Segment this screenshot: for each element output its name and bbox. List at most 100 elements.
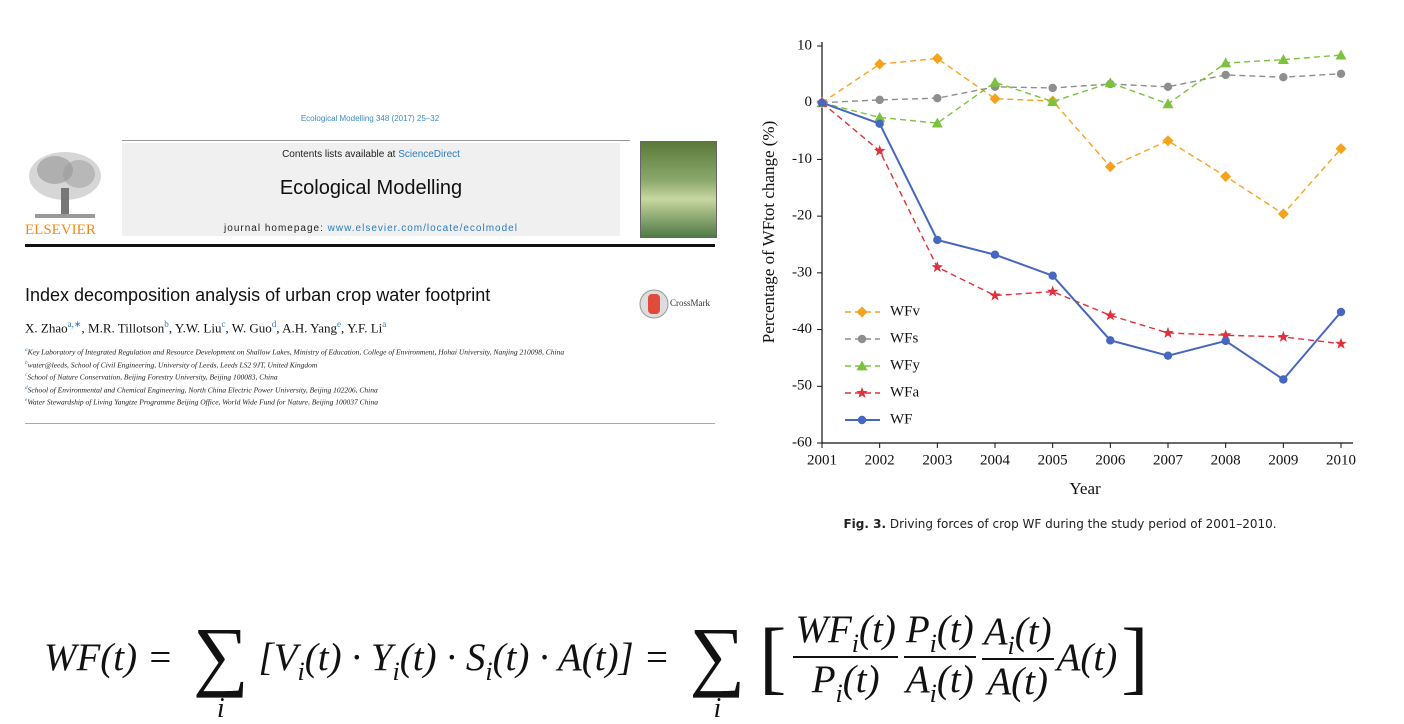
author-name: A.H. Yang [282,320,337,336]
legend-marker [856,360,868,371]
numerator: Ai(t) [981,610,1054,660]
figure-caption: Fig. 3. Driving forces of crop WF during… [740,517,1380,531]
data-point [1163,82,1173,92]
chart: Percentage of WFtot change (%) Year -60 -… [759,37,1356,498]
affiliation-text: School of Nature Conservation, Beijing F… [27,372,278,382]
author-affiliation: a,∗ [67,319,82,329]
data-point [1277,330,1290,342]
data-point [1048,83,1057,93]
x-tick-label: 2010 [1326,452,1356,468]
publisher-logo [29,152,101,218]
journal-cover [640,141,717,238]
publisher: ELSEVIER [25,222,96,238]
formula-tail: A(t) [1056,635,1118,679]
data-point [989,289,1001,301]
data-point [874,111,886,122]
data-point [1162,98,1174,109]
author-name: W. Guo [231,320,272,336]
author-affiliation: b [164,319,169,329]
y-tick-label: 0 [805,94,813,110]
authors: X. Zhaoa,∗, M.R. Tillotsonb, Y.W. Liuc, … [25,319,386,336]
denominator: A(t) [985,660,1050,704]
affiliations: aKey Laboratory of Integrated Regulation… [25,345,625,408]
affiliation-text: Water Stewardship of Living Yangtze Prog… [27,397,378,407]
data-point [874,58,886,70]
data-point [1046,285,1059,297]
y-tick-label: -60 [792,434,812,450]
x-tick-label: 2009 [1268,452,1298,468]
formula-text: WF [795,608,852,651]
author-affiliation: d [271,319,277,329]
open-bracket: [ [759,611,787,702]
subscript: i [392,656,400,686]
data-point [1162,326,1174,338]
x-tick-label: 2007 [1153,452,1184,468]
formula-lhs: WF(t) = [44,635,183,679]
data-point [875,119,884,128]
series-line [821,54,1342,124]
data-point [873,144,886,156]
caption-text: Driving forces of crop WF during the stu… [889,517,1277,531]
fraction: Ai(t) A(t) [981,610,1054,704]
affiliation: eWater Stewardship of Living Yangtze Pro… [25,395,625,408]
series-line [821,102,1342,345]
caption-label: Fig. 3. [843,517,886,531]
affiliation-mark: b [25,359,28,366]
affiliation: bwater@leeds, School of Civil Engineerin… [25,358,625,371]
legend-marker [857,415,867,425]
sum-symbol: ∑ [192,611,249,698]
numerator: WFi(t) [793,608,898,658]
homepage-prefix: journal homepage: [224,223,328,234]
data-point [1104,77,1116,88]
formula-text: (t) [936,608,974,651]
legend-label: WFy [890,357,921,373]
y-axis-label: Percentage of WFtot change (%) [759,121,778,344]
crossmark[interactable]: CrossMark [670,298,710,308]
journal-ref: Ecological Modelling 348 (2017) 25–32 [300,114,440,123]
formula: WF(t) = ∑ i [Vi(t) · Yi(t) · Si(t) · A(t)… [44,592,1153,724]
data-point [990,250,1000,259]
contents-prefix: Contents lists available at [282,149,399,160]
data-point [1335,143,1347,155]
y-tick-label: 10 [797,37,812,53]
y-tick-label: -40 [792,321,812,337]
x-tick-label: 2003 [922,452,952,468]
x-tick-label: 2004 [980,452,1011,468]
homepage-line: journal homepage: www.elsevier.com/locat… [122,223,620,234]
series-line [821,57,1342,215]
x-tick-label: 2005 [1038,452,1068,468]
data-point [1336,69,1346,78]
data-point [817,98,827,107]
x-tick-label: 2001 [807,452,837,468]
data-point [1221,70,1230,80]
affiliation: dSchool of Environmental and Chemical En… [25,383,625,396]
y-tick-label: -30 [792,264,812,280]
rule [25,423,715,424]
subscript: i [1007,631,1015,660]
subscript: i [297,656,305,686]
contents-link[interactable]: ScienceDirect [398,149,460,160]
formula-text: (t) · S [399,635,486,679]
homepage-url[interactable]: www.elsevier.com/locate/ecolmodel [327,223,518,234]
subscript: i [485,656,493,686]
data-point [1106,336,1115,345]
formula-text: (t) · Y [304,635,393,679]
legend-marker [856,306,868,318]
fractions: WFi(t) Pi(t) Pi(t) Ai(t) Ai(t) A(t) [790,608,1056,708]
data-point [1220,170,1232,182]
x-tick-label: 2002 [865,452,895,468]
formula-text: [V [258,635,298,679]
close-bracket: ] [1121,611,1149,702]
author-name: Y.W. Liu [174,320,222,336]
author-affiliation: a [382,319,387,329]
y-tick-label: -20 [792,208,812,224]
data-point [1104,309,1117,321]
data-point [989,76,1001,87]
x-axis-label: Year [1069,479,1101,498]
data-point [1279,72,1288,82]
data-point [1219,329,1232,341]
affiliation-text: water@leeds, School of Civil Engineering… [27,360,318,369]
affiliation: cSchool of Nature Conservation, Beijing … [25,370,625,383]
data-point [933,93,942,103]
